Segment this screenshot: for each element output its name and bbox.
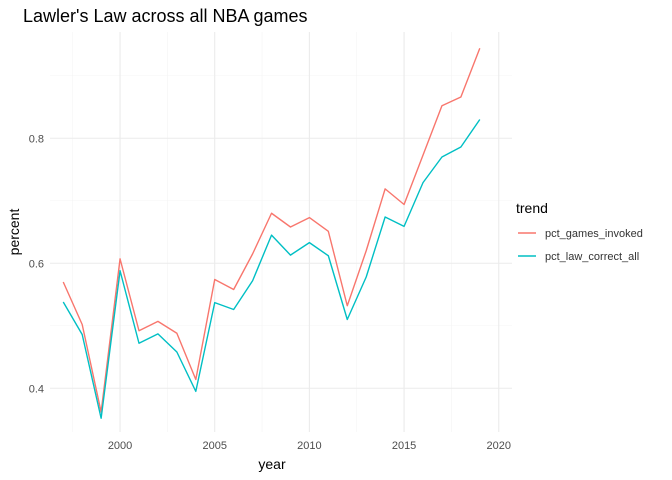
y-tick-label: 0.6 (29, 258, 44, 270)
x-tick-label: 2020 (487, 440, 511, 452)
y-axis-title: percent (6, 209, 22, 256)
x-axis-title: year (258, 456, 286, 472)
series-line-pct_law_correct_all (62, 119, 481, 419)
grid (50, 32, 512, 432)
legend-label-pct_law_correct_all: pct_law_correct_all (545, 251, 639, 263)
x-axis-ticks: 2000 2005 2010 2015 2020 (108, 440, 511, 452)
x-tick-label: 2000 (108, 440, 132, 452)
y-axis-ticks: 0.4 0.6 0.8 (29, 133, 44, 395)
x-tick-label: 2010 (297, 440, 321, 452)
x-tick-label: 2015 (392, 440, 416, 452)
legend-label-pct_games_invoked: pct_games_invoked (545, 228, 643, 240)
y-tick-label: 0.8 (29, 133, 44, 145)
chart-title: Lawler's Law across all NBA games (23, 6, 308, 26)
data-series (62, 47, 481, 419)
x-tick-label: 2005 (202, 440, 226, 452)
series-line-pct_games_invoked (62, 47, 481, 413)
y-tick-label: 0.4 (29, 383, 44, 395)
legend: trend pct_games_invoked pct_law_correct_a… (516, 200, 643, 263)
legend-title: trend (516, 200, 548, 216)
